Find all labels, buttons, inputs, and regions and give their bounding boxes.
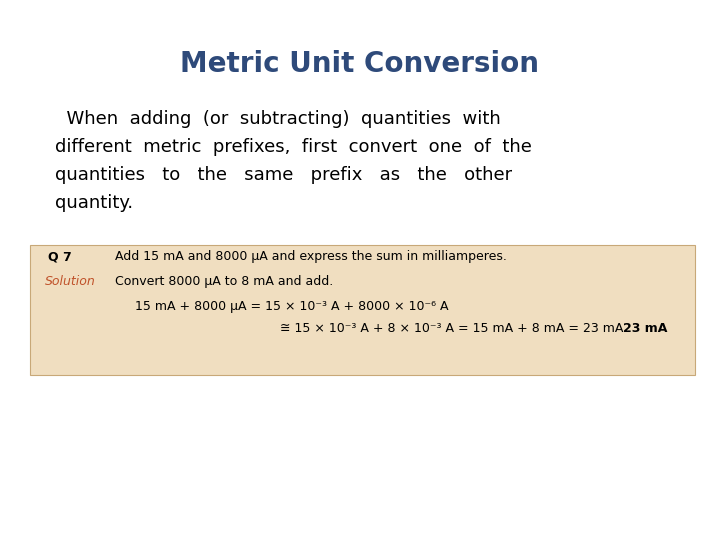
Text: ≅ 15 × 10⁻³ A + 8 × 10⁻³ A = 15 mA + 8 mA = 23 mA: ≅ 15 × 10⁻³ A + 8 × 10⁻³ A = 15 mA + 8 m… bbox=[280, 322, 624, 335]
Text: quantities   to   the   same   prefix   as   the   other: quantities to the same prefix as the oth… bbox=[55, 166, 512, 184]
Text: 23 mA: 23 mA bbox=[623, 322, 667, 335]
Text: quantity.: quantity. bbox=[55, 194, 133, 212]
Text: When  adding  (or  subtracting)  quantities  with: When adding (or subtracting) quantities … bbox=[55, 110, 500, 128]
FancyBboxPatch shape bbox=[30, 245, 695, 375]
Text: Metric Unit Conversion: Metric Unit Conversion bbox=[181, 50, 539, 78]
Text: different  metric  prefixes,  first  convert  one  of  the: different metric prefixes, first convert… bbox=[55, 138, 532, 156]
Text: Solution: Solution bbox=[45, 275, 96, 288]
Text: Add 15 mA and 8000 μA and express the sum in milliamperes.: Add 15 mA and 8000 μA and express the su… bbox=[115, 250, 507, 263]
Text: Convert 8000 μA to 8 mA and add.: Convert 8000 μA to 8 mA and add. bbox=[115, 275, 333, 288]
Text: 15 mA + 8000 μA = 15 × 10⁻³ A + 8000 × 10⁻⁶ A: 15 mA + 8000 μA = 15 × 10⁻³ A + 8000 × 1… bbox=[135, 300, 449, 313]
Text: Q 7: Q 7 bbox=[48, 250, 72, 263]
